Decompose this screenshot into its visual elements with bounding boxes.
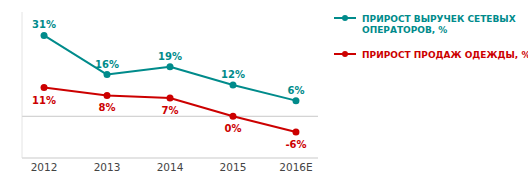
data-label: 12%	[221, 69, 245, 80]
legend-label-line: ПРИРОСТ ПРОДАЖ ОДЕЖДЫ, %	[362, 50, 528, 60]
series-marker	[104, 71, 111, 78]
data-labels: 31% 16% 19% 12% 6% 11% 8% 7% 0% -6%	[32, 19, 306, 149]
legend: ПРИРОСТ ВЫРУЧЕК СЕТЕВЫХОПЕРАТОРОВ, %ПРИР…	[334, 14, 528, 60]
data-label: 31%	[32, 19, 56, 30]
series-marker	[104, 92, 111, 99]
series-marker	[292, 128, 299, 135]
x-tick-label: 2016E	[279, 161, 312, 173]
series-marker	[167, 95, 174, 102]
data-label: 11%	[32, 95, 56, 106]
x-tick-label: 2012	[31, 161, 58, 173]
data-label: 19%	[158, 51, 182, 62]
chart-svg: 2012 2013 2014 2015 2016E 31% 16% 19% 12% 6% 11% 8%…	[0, 0, 528, 189]
x-tick-label: 2015	[220, 161, 247, 173]
y-axis-line	[22, 12, 23, 158]
x-tick-label: 2013	[94, 161, 121, 173]
series-marker	[292, 97, 299, 104]
series-marker	[41, 84, 48, 91]
x-axis-line	[22, 158, 318, 159]
data-label: 0%	[224, 123, 241, 134]
data-label: 16%	[95, 59, 119, 70]
legend-label: ПРИРОСТ ПРОДАЖ ОДЕЖДЫ, %	[362, 50, 528, 60]
legend-label-line: ПРИРОСТ ВЫРУЧЕК СЕТЕВЫХ	[362, 14, 516, 24]
series-marker	[229, 113, 236, 120]
legend-label: ПРИРОСТ ВЫРУЧЕК СЕТЕВЫХОПЕРАТОРОВ, %	[362, 14, 516, 35]
data-label: -6%	[285, 139, 306, 150]
series-marker	[41, 32, 48, 39]
series-marker	[229, 82, 236, 89]
data-label: 6%	[287, 85, 304, 96]
data-label: 7%	[162, 105, 179, 116]
data-label: 8%	[99, 102, 116, 113]
x-tick-label: 2014	[157, 161, 184, 173]
chart-container: 2012 2013 2014 2015 2016E 31% 16% 19% 12% 6% 11% 8%…	[0, 0, 528, 189]
legend-swatch-marker	[342, 15, 348, 21]
legend-label-line: ОПЕРАТОРОВ, %	[362, 25, 447, 35]
page: {"chart_data": { "type": "line", "catego…	[0, 0, 528, 189]
marks	[41, 32, 300, 135]
series-line	[44, 35, 296, 100]
legend-swatch-marker	[342, 51, 348, 57]
series-line	[44, 88, 296, 132]
series-marker	[167, 63, 174, 70]
